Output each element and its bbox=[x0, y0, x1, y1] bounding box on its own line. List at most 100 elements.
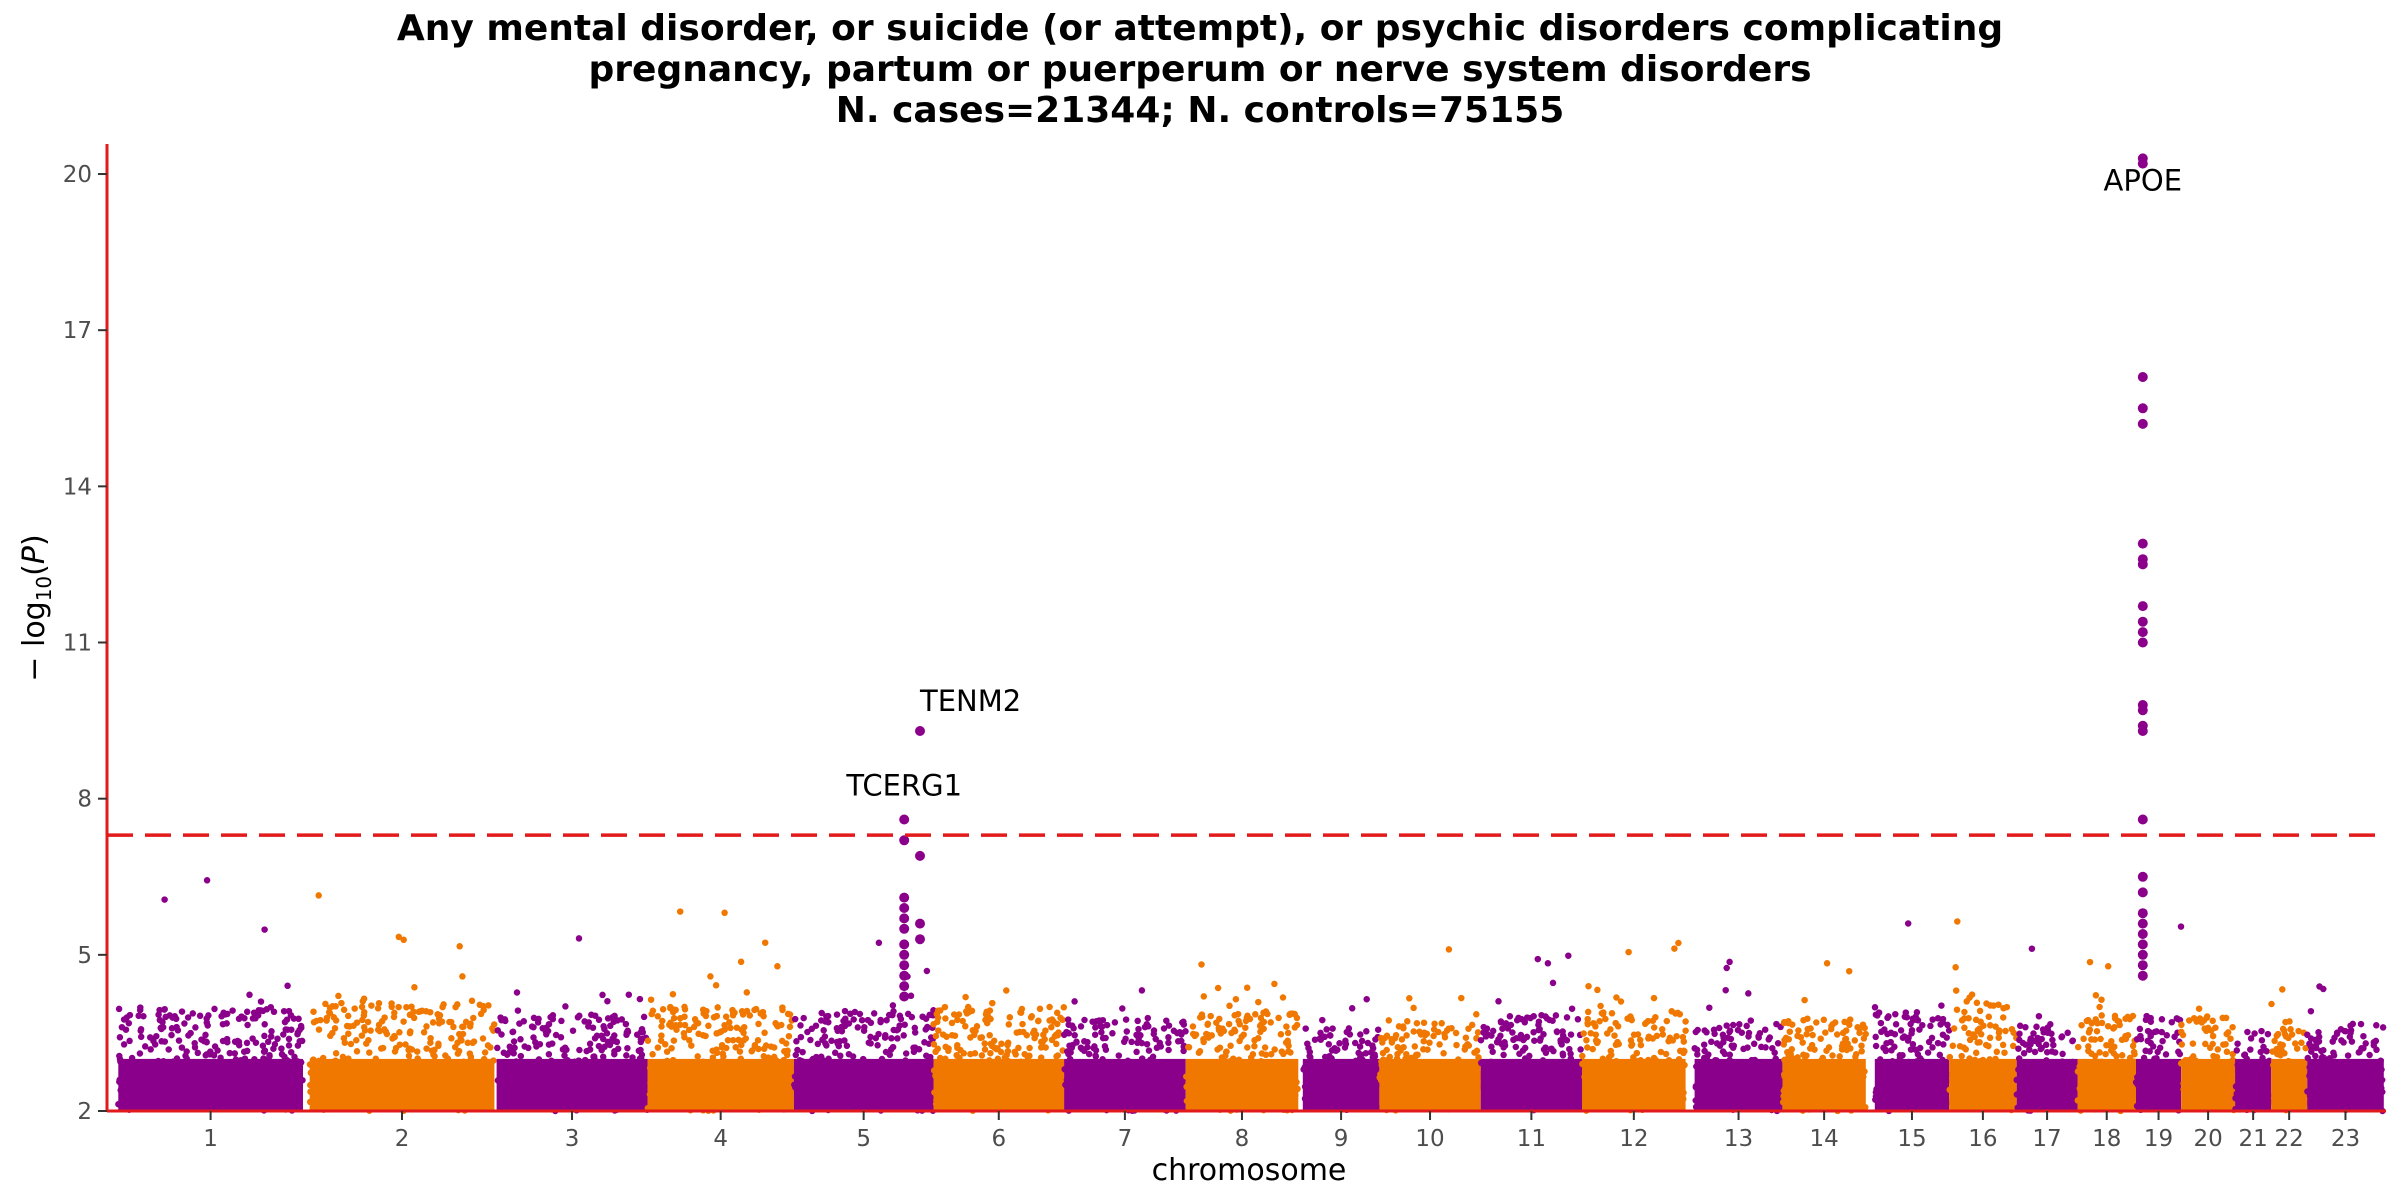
chart-title-line-2: pregnancy, partum or puerperum or nerve … bbox=[588, 49, 1812, 90]
peak-2-point-23 bbox=[2137, 949, 2148, 960]
gene-annotations: TENM2 TCERG1 APOE bbox=[845, 163, 2182, 802]
x-tick-label: 16 bbox=[1968, 1126, 1997, 1152]
x-tick-label: 19 bbox=[2144, 1126, 2173, 1152]
peak-2-point-11 bbox=[2137, 637, 2148, 648]
x-tick-label: 21 bbox=[2238, 1126, 2267, 1152]
chromosome-11-points bbox=[1477, 952, 1584, 1114]
peak-2-point-19 bbox=[2137, 908, 2148, 919]
peak-0-point-6 bbox=[899, 939, 910, 950]
peak-0-point-0 bbox=[899, 814, 910, 825]
chromosome-10-points bbox=[1376, 946, 1484, 1114]
peak-2-point-20 bbox=[2137, 918, 2148, 929]
peak-1-point-0 bbox=[915, 726, 925, 736]
peak-points bbox=[899, 153, 2148, 1002]
x-tick-label: 10 bbox=[1415, 1126, 1444, 1152]
x-tick-label: 6 bbox=[991, 1126, 1006, 1152]
x-tick-label: 3 bbox=[565, 1126, 580, 1152]
y-tick-label: 11 bbox=[63, 631, 92, 657]
peak-2-point-10 bbox=[2137, 627, 2148, 638]
peak-2-point-18 bbox=[2137, 887, 2148, 898]
chromosome-6-points bbox=[930, 987, 1068, 1114]
y-tick-label: 14 bbox=[63, 474, 92, 500]
chromosome-9-points bbox=[1300, 995, 1382, 1114]
peak-2-point-5 bbox=[2137, 538, 2148, 549]
gene-label-apoe: APOE bbox=[2104, 163, 2182, 197]
peak-1-point-2 bbox=[915, 918, 925, 929]
peak-2-point-9 bbox=[2137, 616, 2148, 627]
y-tick-label: 17 bbox=[63, 318, 92, 344]
x-tick-label: 22 bbox=[2275, 1126, 2304, 1152]
x-axis-ticks: 1 2 3 4 5 6 7 8 9 10 11 12 13 14 15 16 17 18 19 20 21 22 23 bbox=[203, 1111, 2360, 1152]
chart-title-line-3: N. cases=21344; N. controls=75155 bbox=[835, 90, 1565, 131]
x-axis-title: chromosome bbox=[1152, 1153, 1347, 1188]
x-tick-label: 2 bbox=[395, 1126, 410, 1152]
chromosome-2-points bbox=[306, 892, 498, 1115]
peak-2-point-17 bbox=[2137, 871, 2148, 882]
chromosome-14-points bbox=[1779, 960, 1869, 1115]
chromosome-8-points bbox=[1183, 961, 1301, 1114]
y-tick-label: 8 bbox=[77, 787, 92, 813]
peak-0-point-4 bbox=[899, 913, 910, 924]
peak-2-point-22 bbox=[2137, 939, 2148, 950]
x-tick-label: 12 bbox=[1619, 1126, 1648, 1152]
chromosome-15-points bbox=[1871, 920, 1953, 1115]
x-tick-label: 20 bbox=[2193, 1126, 2222, 1152]
y-axis-title-paren-close: ) bbox=[17, 534, 52, 546]
chromosome-20-points bbox=[2177, 1005, 2238, 1114]
x-tick-label: 18 bbox=[2092, 1126, 2121, 1152]
peak-0-point-1 bbox=[899, 835, 910, 846]
peak-0-point-7 bbox=[899, 949, 910, 960]
peak-0-point-11 bbox=[899, 991, 910, 1002]
gene-label-tenm2: TENM2 bbox=[919, 684, 1021, 718]
gene-label-tcerg1: TCERG1 bbox=[845, 769, 962, 803]
chromosome-19-points bbox=[2132, 923, 2185, 1114]
x-tick-label: 5 bbox=[856, 1126, 871, 1152]
x-tick-label: 9 bbox=[1334, 1126, 1349, 1152]
chart-title: Any mental disorder, or suicide (or atte… bbox=[0, 8, 2400, 131]
data-points bbox=[115, 877, 2387, 1115]
peak-2-point-16 bbox=[2137, 814, 2148, 825]
y-tick-label: 5 bbox=[77, 943, 92, 969]
chromosome-16-points bbox=[1946, 918, 2020, 1114]
peak-2-point-8 bbox=[2137, 601, 2148, 612]
chart-title-line-1: Any mental disorder, or suicide (or atte… bbox=[396, 8, 2004, 49]
y-axis-ticks: 2 5 8 11 14 17 20 bbox=[63, 162, 107, 1125]
peak-2-point-25 bbox=[2137, 970, 2148, 981]
x-tick-label: 13 bbox=[1724, 1126, 1753, 1152]
peak-0-point-10 bbox=[899, 981, 910, 992]
x-tick-label: 4 bbox=[713, 1126, 728, 1152]
peak-2-point-2 bbox=[2137, 372, 2148, 382]
y-tick-label: 2 bbox=[77, 1099, 92, 1125]
chromosome-23-points bbox=[2304, 983, 2387, 1115]
peak-2-point-1 bbox=[2137, 158, 2148, 169]
chromosome-1-points bbox=[115, 877, 306, 1114]
peak-2-point-3 bbox=[2137, 403, 2148, 414]
y-axis-title-paren-open: ( bbox=[17, 564, 52, 576]
peak-0-point-8 bbox=[899, 960, 910, 971]
chromosome-17-points bbox=[2013, 945, 2081, 1114]
peak-2-point-15 bbox=[2137, 726, 2148, 736]
peak-2-point-7 bbox=[2137, 559, 2148, 570]
peak-2-point-21 bbox=[2137, 929, 2148, 939]
peak-2-point-24 bbox=[2137, 960, 2148, 971]
peak-2-point-4 bbox=[2137, 418, 2148, 429]
y-axis-title-subscript: 10 bbox=[32, 576, 56, 601]
peak-1-point-1 bbox=[915, 850, 925, 861]
peak-0-point-3 bbox=[899, 903, 910, 913]
x-tick-label: 14 bbox=[1809, 1126, 1838, 1152]
x-tick-label: 17 bbox=[2032, 1126, 2061, 1152]
x-tick-label: 11 bbox=[1517, 1126, 1546, 1152]
x-tick-label: 1 bbox=[203, 1126, 218, 1152]
peak-0-point-9 bbox=[899, 970, 910, 981]
peak-0-point-5 bbox=[899, 923, 910, 934]
chromosome-13-points bbox=[1691, 958, 1786, 1115]
y-tick-label: 20 bbox=[63, 162, 92, 188]
peak-1-point-3 bbox=[915, 934, 925, 945]
peak-2-point-13 bbox=[2137, 705, 2148, 716]
x-tick-label: 23 bbox=[2331, 1126, 2360, 1152]
y-axis-title-variable: P bbox=[17, 545, 52, 564]
x-tick-label: 7 bbox=[1118, 1126, 1133, 1152]
y-axis-title: − log10(P) bbox=[17, 534, 56, 681]
peak-0-point-2 bbox=[899, 892, 910, 903]
